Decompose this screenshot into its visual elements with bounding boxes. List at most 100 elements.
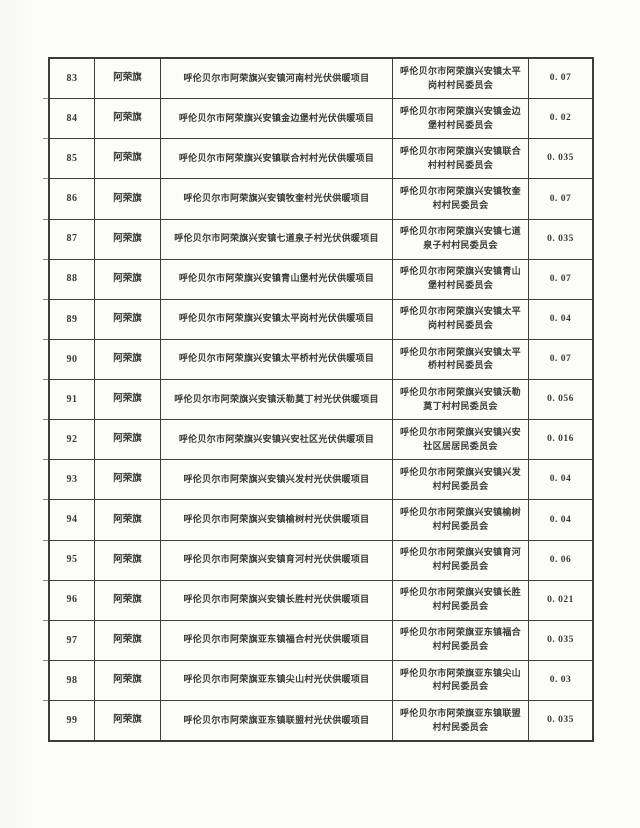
cell-project-name: 呼伦贝尔市阿荣旗亚东镇尖山村光伏供暖项目 xyxy=(160,660,392,700)
cell-project-name: 呼伦贝尔市阿荣旗兴安镇育河村光伏供暖项目 xyxy=(160,540,392,580)
table-row: 95 阿荣旗 呼伦贝尔市阿荣旗兴安镇育河村光伏供暖项目 呼伦贝尔市阿荣旗兴安镇育河村村… xyxy=(43,539,592,580)
cell-row-number: 95 xyxy=(66,554,78,566)
cell-implementing-committee: 呼伦贝尔市阿荣旗兴安镇七道泉子村村民委员会 xyxy=(392,219,528,259)
table-row: 99 阿荣旗 呼伦贝尔市阿荣旗亚东镇联盟村光伏供暖项目 呼伦贝尔市阿荣旗亚东镇联盟村村… xyxy=(43,700,592,741)
table-row: 97 阿荣旗 呼伦贝尔市阿荣旗亚东镇福合村光伏供暖项目 呼伦贝尔市阿荣旗亚东镇福合村村… xyxy=(43,619,592,660)
cell-implementing-committee: 呼伦贝尔市阿荣旗兴安镇太平桥村村民委员会 xyxy=(392,339,528,379)
table-row: 87 阿荣旗 呼伦贝尔市阿荣旗兴安镇七道泉子村光伏供暖项目 呼伦贝尔市阿荣旗兴安镇七道… xyxy=(43,218,592,259)
cell-implementing-committee: 呼伦贝尔市阿荣旗兴安镇太平岗村村民委员会 xyxy=(392,299,528,339)
table-row: 88 阿荣旗 呼伦贝尔市阿荣旗兴安镇青山堡村光伏供暖项目 呼伦贝尔市阿荣旗兴安镇青山堡… xyxy=(43,258,592,299)
cell-project-name: 呼伦贝尔市阿荣旗兴安镇太平桥村光伏供暖项目 xyxy=(160,339,392,379)
cell-subsidy-value: 0. 016 xyxy=(528,420,592,460)
cell-subsidy-value: 0. 04 xyxy=(528,500,592,540)
cell-project-name: 呼伦贝尔市阿荣旗兴安镇河南村光伏供暖项目 xyxy=(160,59,392,99)
cell-county: 阿荣旗 xyxy=(94,460,160,500)
cell-implementing-committee: 呼伦贝尔市阿荣旗兴安镇沃勒莫丁村村民委员会 xyxy=(392,380,528,420)
cell-subsidy-value: 0. 04 xyxy=(528,299,592,339)
cell-county: 阿荣旗 xyxy=(94,99,160,139)
cell-county: 阿荣旗 xyxy=(94,139,160,179)
cell-subsidy-value: 0. 035 xyxy=(528,620,592,660)
cell-county: 阿荣旗 xyxy=(94,219,160,259)
cell-row-number: 98 xyxy=(66,674,78,686)
cell-row-number: 88 xyxy=(66,273,78,285)
cell-project-name: 呼伦贝尔市阿荣旗兴安镇沃勒莫丁村光伏供暖项目 xyxy=(160,380,392,420)
table-row: 93 阿荣旗 呼伦贝尔市阿荣旗兴安镇兴发村光伏供暖项目 呼伦贝尔市阿荣旗兴安镇兴发村村… xyxy=(43,459,592,500)
cell-row-number: 86 xyxy=(66,193,78,205)
cell-subsidy-value: 0. 07 xyxy=(528,259,592,299)
cell-subsidy-value: 0. 03 xyxy=(528,660,592,700)
cell-project-name: 呼伦贝尔市阿荣旗兴安镇七道泉子村光伏供暖项目 xyxy=(160,219,392,259)
cell-project-name: 呼伦贝尔市阿荣旗亚东镇福合村光伏供暖项目 xyxy=(160,620,392,660)
cell-row-number: 85 xyxy=(66,153,78,165)
cell-project-name: 呼伦贝尔市阿荣旗亚东镇联盟村光伏供暖项目 xyxy=(160,701,392,741)
cell-row-number: 96 xyxy=(66,594,78,606)
cell-row-number: 93 xyxy=(66,474,78,486)
cell-implementing-committee: 呼伦贝尔市阿荣旗兴安镇太平岗村村民委员会 xyxy=(392,59,528,99)
cell-row-number: 84 xyxy=(66,112,78,124)
cell-county: 阿荣旗 xyxy=(94,59,160,99)
cell-project-name: 呼伦贝尔市阿荣旗兴安镇牧奎村光伏供暖项目 xyxy=(160,179,392,219)
cell-county: 阿荣旗 xyxy=(94,500,160,540)
cell-subsidy-value: 0. 04 xyxy=(528,460,592,500)
cell-county: 阿荣旗 xyxy=(94,620,160,660)
cell-row-number: 91 xyxy=(66,393,78,405)
cell-county: 阿荣旗 xyxy=(94,339,160,379)
cell-subsidy-value: 0. 07 xyxy=(528,59,592,99)
table-row: 89 阿荣旗 呼伦贝尔市阿荣旗兴安镇太平岗村光伏供暖项目 呼伦贝尔市阿荣旗兴安镇太平岗… xyxy=(43,298,592,339)
cell-implementing-committee: 呼伦贝尔市阿荣旗兴安镇长胜村村民委员会 xyxy=(392,580,528,620)
cell-county: 阿荣旗 xyxy=(94,540,160,580)
cell-project-name: 呼伦贝尔市阿荣旗兴安镇青山堡村光伏供暖项目 xyxy=(160,259,392,299)
cell-subsidy-value: 0. 021 xyxy=(528,580,592,620)
table-row: 96 阿荣旗 呼伦贝尔市阿荣旗兴安镇长胜村光伏供暖项目 呼伦贝尔市阿荣旗兴安镇长胜村村… xyxy=(43,579,592,620)
table-row: 86 阿荣旗 呼伦贝尔市阿荣旗兴安镇牧奎村光伏供暖项目 呼伦贝尔市阿荣旗兴安镇牧奎村村… xyxy=(43,178,592,219)
table-row: 91 阿荣旗 呼伦贝尔市阿荣旗兴安镇沃勒莫丁村光伏供暖项目 呼伦贝尔市阿荣旗兴安镇沃勒… xyxy=(43,379,592,420)
cell-project-name: 呼伦贝尔市阿荣旗兴安镇兴安社区光伏供暖项目 xyxy=(160,420,392,460)
subsidy-project-table: 83 阿荣旗 呼伦贝尔市阿荣旗兴安镇河南村光伏供暖项目 呼伦贝尔市阿荣旗兴安镇太平岗村… xyxy=(43,57,594,742)
table-row: 94 阿荣旗 呼伦贝尔市阿荣旗兴安镇榆树村光伏供暖项目 呼伦贝尔市阿荣旗兴安镇榆树村村… xyxy=(43,499,592,540)
cell-row-number: 99 xyxy=(66,714,78,726)
cell-subsidy-value: 0. 07 xyxy=(528,179,592,219)
cell-county: 阿荣旗 xyxy=(94,420,160,460)
cell-implementing-committee: 呼伦贝尔市阿荣旗兴安镇联合村村村民委员会 xyxy=(392,139,528,179)
cell-implementing-committee: 呼伦贝尔市阿荣旗亚东镇联盟村村民委员会 xyxy=(392,701,528,741)
cell-subsidy-value: 0. 035 xyxy=(528,701,592,741)
table-row: 90 阿荣旗 呼伦贝尔市阿荣旗兴安镇太平桥村光伏供暖项目 呼伦贝尔市阿荣旗兴安镇太平桥… xyxy=(43,338,592,379)
cell-row-number: 90 xyxy=(66,353,78,365)
cell-county: 阿荣旗 xyxy=(94,299,160,339)
cell-project-name: 呼伦贝尔市阿荣旗兴安镇长胜村光伏供暖项目 xyxy=(160,580,392,620)
cell-county: 阿荣旗 xyxy=(94,580,160,620)
cell-project-name: 呼伦贝尔市阿荣旗兴安镇太平岗村光伏供暖项目 xyxy=(160,299,392,339)
cell-implementing-committee: 呼伦贝尔市阿荣旗亚东镇尖山村村民委员会 xyxy=(392,660,528,700)
cell-subsidy-value: 0. 035 xyxy=(528,219,592,259)
cell-implementing-committee: 呼伦贝尔市阿荣旗兴安镇兴发村村民委员会 xyxy=(392,460,528,500)
cell-implementing-committee: 呼伦贝尔市阿荣旗兴安镇兴安社区居居民委员会 xyxy=(392,420,528,460)
cell-subsidy-value: 0. 035 xyxy=(528,139,592,179)
cell-row-number: 87 xyxy=(66,233,78,245)
cell-subsidy-value: 0. 06 xyxy=(528,540,592,580)
cell-subsidy-value: 0. 02 xyxy=(528,99,592,139)
cell-project-name: 呼伦贝尔市阿荣旗兴安镇金边堡村光伏供暖项目 xyxy=(160,99,392,139)
cell-project-name: 呼伦贝尔市阿荣旗兴安镇兴发村光伏供暖项目 xyxy=(160,460,392,500)
cell-county: 阿荣旗 xyxy=(94,259,160,299)
cell-implementing-committee: 呼伦贝尔市阿荣旗兴安镇牧奎村村民委员会 xyxy=(392,179,528,219)
table-row: 85 阿荣旗 呼伦贝尔市阿荣旗兴安镇联合村村光伏供暖项目 呼伦贝尔市阿荣旗兴安镇联合村… xyxy=(43,138,592,179)
cell-project-name: 呼伦贝尔市阿荣旗兴安镇榆树村光伏供暖项目 xyxy=(160,500,392,540)
table-row: 84 阿荣旗 呼伦贝尔市阿荣旗兴安镇金边堡村光伏供暖项目 呼伦贝尔市阿荣旗兴安镇金边堡… xyxy=(43,98,592,139)
table-row: 83 阿荣旗 呼伦贝尔市阿荣旗兴安镇河南村光伏供暖项目 呼伦贝尔市阿荣旗兴安镇太平岗村… xyxy=(50,59,592,99)
cell-county: 阿荣旗 xyxy=(94,701,160,741)
cell-row-number: 97 xyxy=(66,634,78,646)
cell-county: 阿荣旗 xyxy=(94,179,160,219)
cell-implementing-committee: 呼伦贝尔市阿荣旗兴安镇青山堡村村民委员会 xyxy=(392,259,528,299)
cell-subsidy-value: 0. 07 xyxy=(528,339,592,379)
cell-row-number: 83 xyxy=(66,72,78,84)
cell-county: 阿荣旗 xyxy=(94,660,160,700)
cell-implementing-committee: 呼伦贝尔市阿荣旗兴安镇育河村村民委员会 xyxy=(392,540,528,580)
cell-project-name: 呼伦贝尔市阿荣旗兴安镇联合村村光伏供暖项目 xyxy=(160,139,392,179)
cell-row-number: 92 xyxy=(66,433,78,445)
cell-subsidy-value: 0. 056 xyxy=(528,380,592,420)
cell-county: 阿荣旗 xyxy=(94,380,160,420)
cell-row-number: 89 xyxy=(66,313,78,325)
cell-row-number: 94 xyxy=(66,514,78,526)
cell-implementing-committee: 呼伦贝尔市阿荣旗兴安镇金边堡村村民委员会 xyxy=(392,99,528,139)
